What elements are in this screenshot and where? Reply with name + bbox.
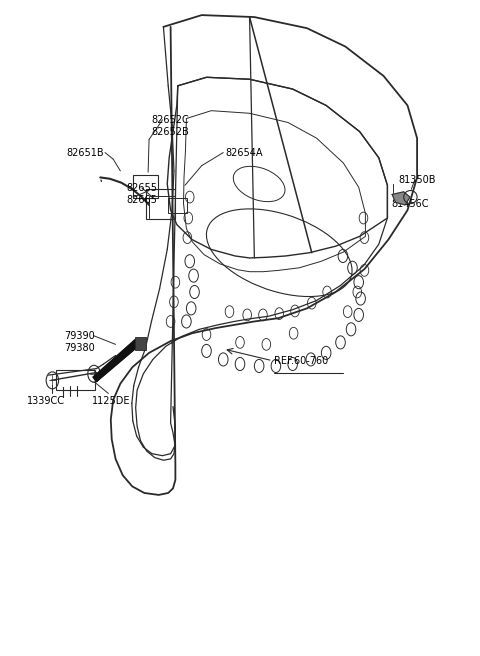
Text: 82652C: 82652C xyxy=(152,115,190,125)
Text: 82652B: 82652B xyxy=(152,127,190,136)
Text: 82665: 82665 xyxy=(126,195,157,205)
Text: 79390: 79390 xyxy=(64,331,95,341)
Text: 1125DE: 1125DE xyxy=(92,396,130,406)
FancyBboxPatch shape xyxy=(135,337,146,350)
Text: 81456C: 81456C xyxy=(391,199,429,209)
Text: 1339CC: 1339CC xyxy=(27,396,65,406)
Polygon shape xyxy=(93,339,141,382)
Text: REF.60-760: REF.60-760 xyxy=(274,356,328,366)
Text: 81350B: 81350B xyxy=(398,175,436,185)
Text: 82655: 82655 xyxy=(126,183,157,193)
Polygon shape xyxy=(392,192,410,205)
Text: 79380: 79380 xyxy=(64,342,95,353)
Text: 82651B: 82651B xyxy=(66,148,104,157)
Text: 82654A: 82654A xyxy=(226,148,263,157)
